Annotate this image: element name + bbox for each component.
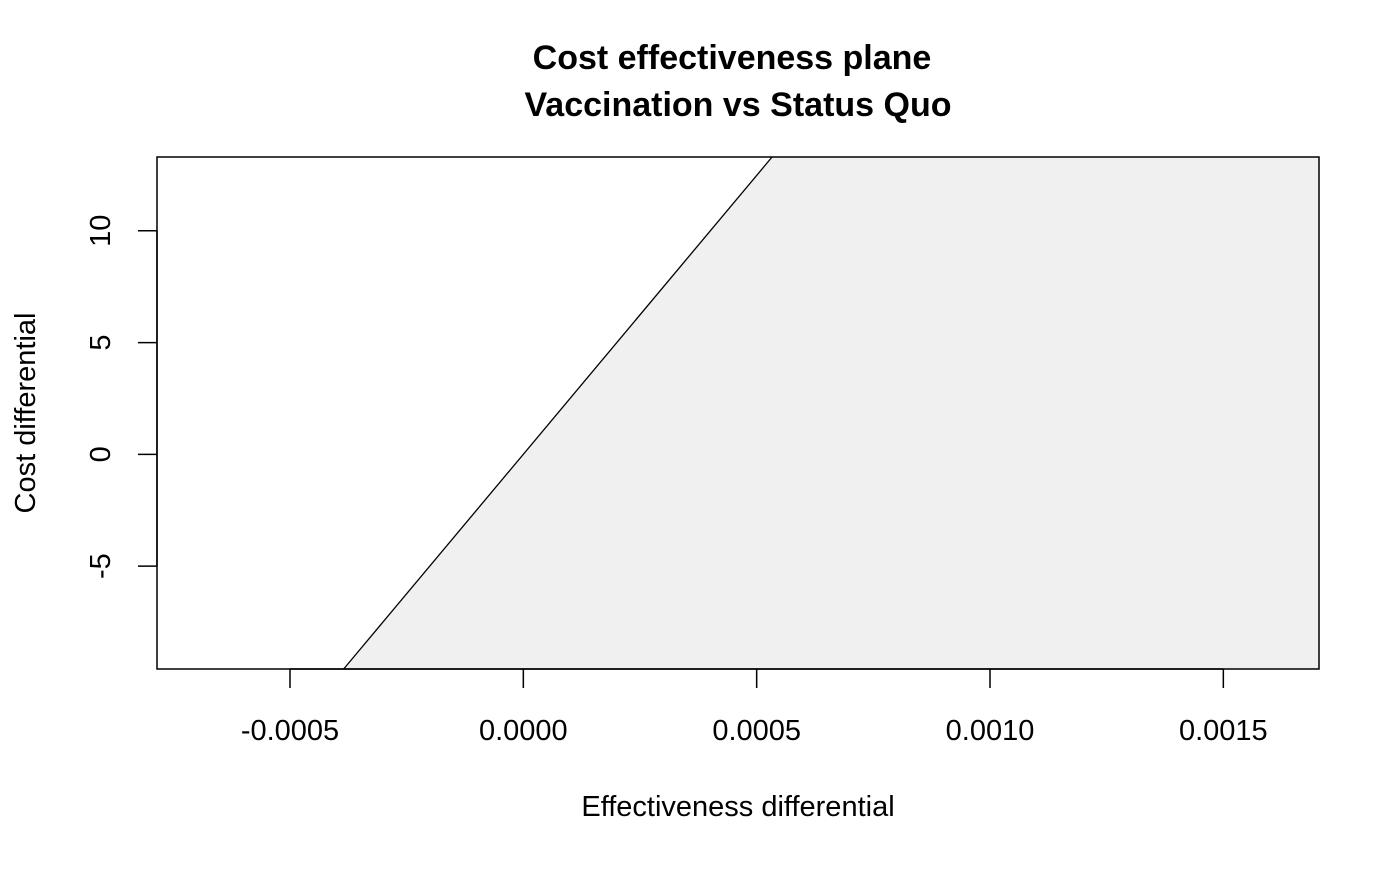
x-tick-label: -0.0005 <box>241 715 339 747</box>
x-tick-label: 0.0000 <box>479 715 568 747</box>
y-axis-label: Cost differential <box>10 313 42 514</box>
x-tick-label: 0.0005 <box>712 715 801 747</box>
x-tick-label: 0.0015 <box>1179 715 1268 747</box>
y-tick-label: 5 <box>85 335 117 351</box>
x-axis-label: Effectiveness differential <box>581 791 894 823</box>
chart-subtitle: Vaccination vs Status Quo <box>524 86 951 124</box>
wtp-threshold-line <box>343 156 773 670</box>
y-tick-label: 10 <box>85 215 117 247</box>
x-tick-label: 0.0010 <box>946 715 1035 747</box>
chart-title: Cost effectiveness plane <box>533 39 932 77</box>
y-axis: -5 0 5 10 <box>85 215 158 579</box>
y-tick-label: 0 <box>85 446 117 462</box>
x-axis: -0.0005 0.0000 0.0005 0.0010 0.0015 <box>241 668 1268 747</box>
y-tick-label: -5 <box>85 553 117 579</box>
sustainability-area <box>343 157 1320 669</box>
